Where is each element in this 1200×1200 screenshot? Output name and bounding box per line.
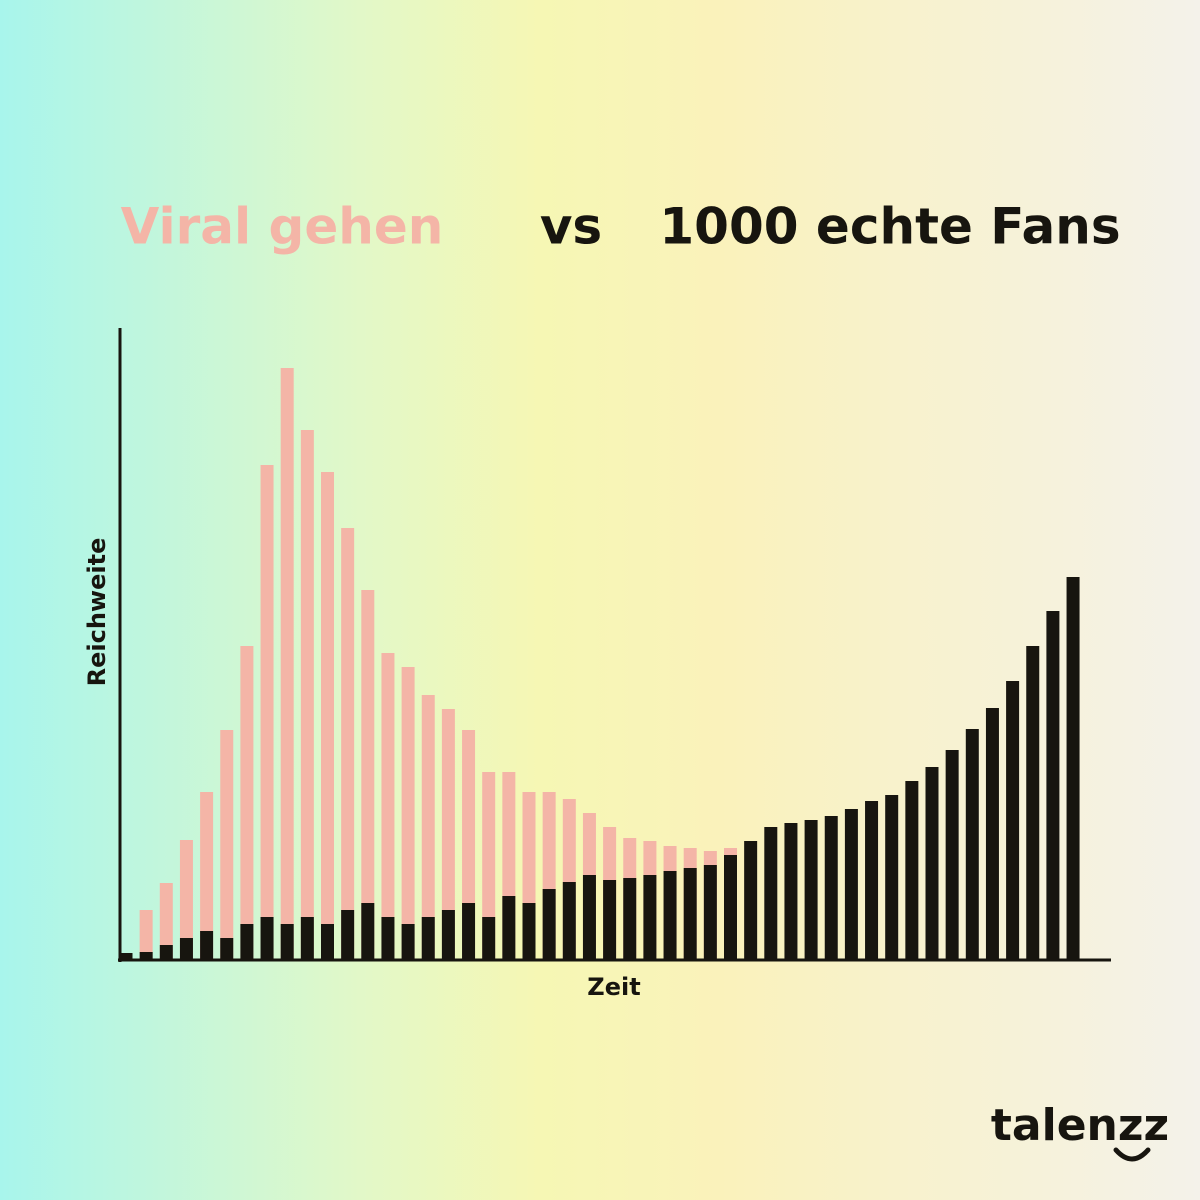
bar: [381, 653, 395, 960]
bar: [482, 917, 496, 960]
bar: [905, 781, 919, 960]
bar: [1026, 646, 1040, 960]
y-axis-label: Reichweite: [83, 538, 111, 687]
bar: [623, 878, 637, 960]
bar: [401, 924, 415, 960]
bar: [885, 795, 899, 960]
bar: [945, 750, 959, 960]
bar: [784, 823, 798, 960]
bar: [441, 709, 455, 960]
bar: [1046, 611, 1060, 960]
bar: [582, 875, 596, 960]
bar: [502, 896, 516, 960]
bar: [321, 472, 334, 960]
bar: [421, 917, 435, 960]
bar: [744, 841, 758, 960]
bar: [179, 938, 193, 960]
bar: [280, 924, 294, 960]
bar: [462, 730, 476, 960]
bar: [542, 889, 556, 960]
logo-smile: [1113, 1147, 1151, 1162]
bar: [280, 368, 294, 960]
chart-title: vs: [540, 198, 602, 256]
bar: [1006, 681, 1020, 960]
legend-label: Viral gehen: [121, 198, 444, 256]
bar: [603, 880, 617, 960]
bar: [179, 840, 193, 960]
bar: [1066, 577, 1080, 960]
bar: [925, 767, 939, 960]
bar: [482, 772, 496, 960]
bar: [240, 924, 254, 960]
bar: [139, 910, 153, 960]
x-axis-label: Zeit: [587, 973, 640, 1001]
bar: [663, 871, 677, 960]
bar: [462, 903, 476, 960]
legend-label: 1000 echte Fans: [659, 198, 1120, 256]
bar: [643, 875, 657, 960]
bar: [724, 855, 737, 960]
bar: [844, 809, 858, 960]
bar: [159, 945, 173, 960]
bar: [703, 865, 717, 960]
bar: [341, 528, 355, 960]
bar: [421, 695, 435, 960]
bar: [381, 917, 395, 960]
bar: [200, 931, 214, 960]
bar: [159, 883, 173, 960]
bar: [260, 465, 274, 960]
bar: [522, 903, 536, 960]
brand-logo: talenzz: [991, 1100, 1169, 1151]
bar: [804, 820, 818, 960]
bar: [865, 801, 879, 960]
bar: [220, 938, 234, 960]
bar: [441, 910, 455, 960]
bar: [119, 953, 133, 960]
bar: [361, 590, 375, 960]
bar: [965, 729, 979, 960]
bar: [139, 952, 153, 960]
bar: [321, 924, 334, 960]
bar: [764, 827, 778, 960]
bar: [401, 667, 415, 960]
bar: [200, 792, 214, 960]
bars: [119, 368, 1080, 960]
bar: [341, 910, 355, 960]
bar: [683, 868, 697, 960]
bar: [300, 917, 314, 960]
bar: [220, 730, 234, 960]
bar: [562, 882, 576, 960]
bar: [260, 917, 274, 960]
bar: [300, 430, 314, 960]
bar: [361, 903, 375, 960]
bar: [240, 646, 254, 960]
bar: [985, 708, 999, 960]
bar: [824, 816, 838, 960]
